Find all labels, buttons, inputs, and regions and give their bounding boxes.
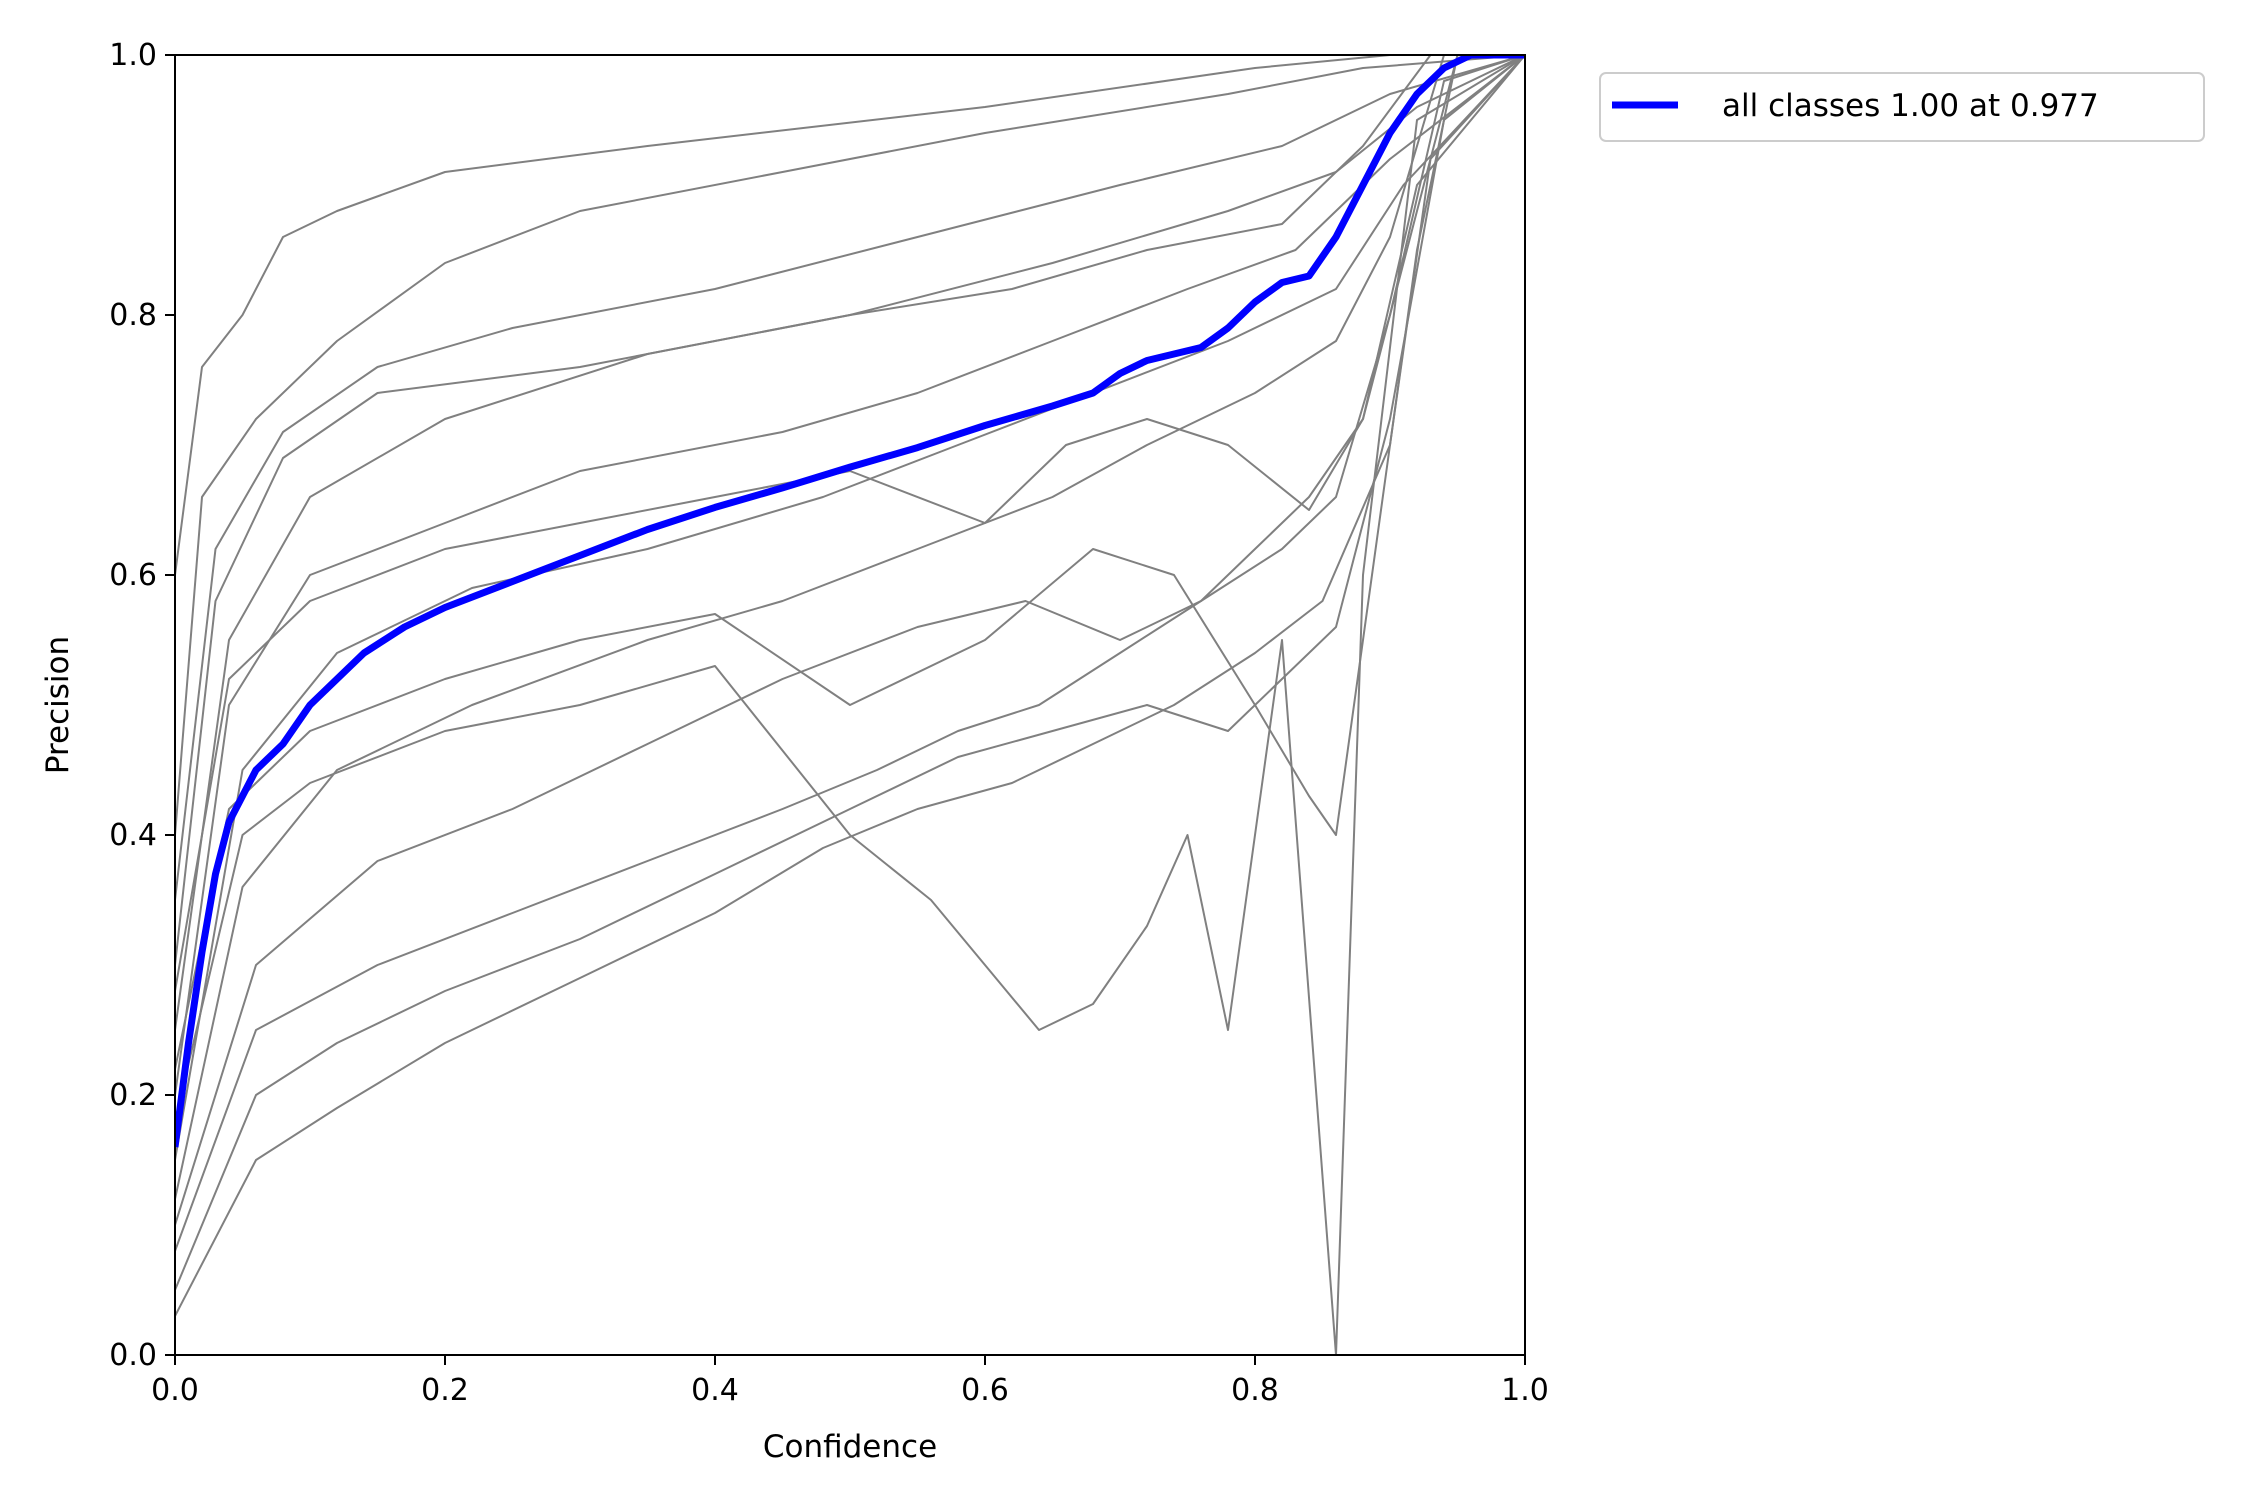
x-axis-label: Confidence [763, 1429, 937, 1465]
curves-layer [175, 55, 1525, 1355]
class-curve [175, 55, 1525, 1161]
class-curve [175, 55, 1525, 901]
y-axis-label: Precision [40, 636, 76, 774]
class-curve [175, 55, 1525, 1096]
y-tick-label: 1.0 [109, 38, 157, 73]
all-classes-curve [175, 55, 1525, 1148]
legend-box [1599, 72, 2205, 142]
y-tick-label: 0.6 [109, 558, 157, 593]
x-tick-label: 0.0 [151, 1373, 199, 1408]
class-curve [175, 55, 1525, 1317]
legend: all classes 1.00 at 0.977 [1599, 72, 2205, 142]
x-tick-label: 0.4 [691, 1373, 739, 1408]
x-tick-label: 0.2 [421, 1373, 469, 1408]
class-curve [175, 55, 1525, 1070]
class-curve [175, 55, 1525, 1031]
class-curve [175, 55, 1525, 1291]
y-tick-label: 0.0 [109, 1338, 157, 1373]
class-curve [175, 55, 1525, 992]
legend-entry-label: all classes 1.00 at 0.977 [1722, 88, 2099, 124]
x-axis: 0.0 0.2 0.4 0.6 0.8 1.0 [151, 1355, 1549, 1408]
y-tick-label: 0.2 [109, 1078, 157, 1113]
plot-frame [174, 54, 1526, 1356]
class-curve [175, 55, 1525, 1252]
y-tick-label: 0.8 [109, 298, 157, 333]
y-tick-label: 0.4 [109, 818, 157, 853]
y-axis: 0.0 0.2 0.4 0.6 0.8 1.0 [109, 38, 175, 1373]
x-tick-label: 1.0 [1501, 1373, 1549, 1408]
class-curve [175, 55, 1525, 1355]
x-tick-label: 0.8 [1231, 1373, 1279, 1408]
class-curve [175, 55, 1525, 836]
class-curve [175, 55, 1525, 576]
x-tick-label: 0.6 [961, 1373, 1009, 1408]
